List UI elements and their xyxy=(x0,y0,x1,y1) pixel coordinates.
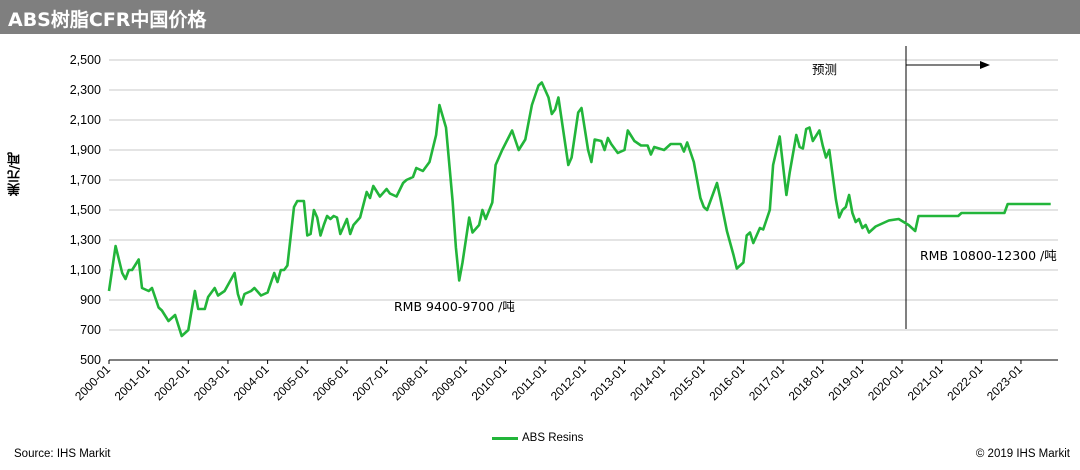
title-bar: ABS树脂CFR中国价格 xyxy=(0,0,1080,34)
y-tick-label: 2,300 xyxy=(70,83,101,97)
x-tick-label: 2001-01 xyxy=(112,362,153,403)
x-tick-label: 2002-01 xyxy=(151,362,192,403)
copyright-note: © 2019 IHS Markit xyxy=(975,448,1070,460)
x-tick-label: 2016-01 xyxy=(706,362,747,403)
chart-canvas: 500 700 900 1,100 1,300 1,500 1,700 1,900 2,100 2… xyxy=(70,46,1058,403)
annotation-right: RMB 10800-12300 /吨 xyxy=(920,248,1057,263)
x-tick-label: 2020-01 xyxy=(865,362,906,403)
x-tick-label: 2006-01 xyxy=(310,362,351,403)
forecast-arrow-head xyxy=(980,61,990,69)
x-tick-label: 2008-01 xyxy=(389,362,430,403)
x-tick-label: 2005-01 xyxy=(270,362,311,403)
y-tick-label: 500 xyxy=(80,353,101,367)
x-tick-label: 2022-01 xyxy=(944,362,985,403)
x-tick-label: 2014-01 xyxy=(627,362,668,403)
x-tick-label: 2019-01 xyxy=(825,362,866,403)
chart-title: ABS树脂CFR中国价格 xyxy=(8,9,207,31)
x-tick-label: 2011-01 xyxy=(509,362,550,403)
y-tick-label: 700 xyxy=(80,323,101,337)
legend-label: ABS Resins xyxy=(522,432,584,444)
x-tick-label: 2021-01 xyxy=(905,362,946,403)
x-tick-label: 2013-01 xyxy=(588,362,629,403)
legend-swatch xyxy=(492,436,518,440)
y-tick-label: 1,700 xyxy=(70,173,101,187)
x-tick-label: 2003-01 xyxy=(191,362,232,403)
forecast-label: 预测 xyxy=(812,62,838,77)
x-tick-label: 2000-01 xyxy=(72,362,113,403)
x-tick-label: 2015-01 xyxy=(667,362,708,403)
y-tick-label: 2,500 xyxy=(70,53,101,67)
source-note: Source: IHS Markit xyxy=(14,448,111,460)
y-tick-label: 1,900 xyxy=(70,143,101,157)
y-tick-label: 1,300 xyxy=(70,233,101,247)
y-tick-label: 1,500 xyxy=(70,203,101,217)
x-tick-label: 2018-01 xyxy=(786,362,827,403)
y-tick-label: 2,100 xyxy=(70,113,101,127)
x-tick-label: 2012-01 xyxy=(548,362,589,403)
x-tick-label: 2017-01 xyxy=(746,362,787,403)
x-tick-label: 2010-01 xyxy=(469,362,510,403)
series-line-abs-resins xyxy=(107,81,1051,338)
x-tick-label: 2009-01 xyxy=(429,362,470,403)
y-tick-label: 900 xyxy=(80,293,101,307)
x-tick-label: 2004-01 xyxy=(231,362,272,403)
y-tick-label: 1,100 xyxy=(70,263,101,277)
x-tick-label: 2007-01 xyxy=(350,362,391,403)
x-tick-label: 2023-01 xyxy=(984,362,1025,403)
legend: ABS Resins xyxy=(492,432,583,444)
annotation-left: RMB 9400-9700 /吨 xyxy=(394,299,515,314)
